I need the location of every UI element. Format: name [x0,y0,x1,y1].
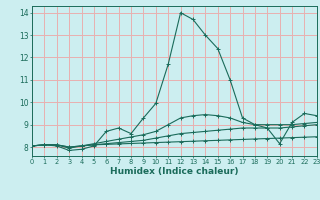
X-axis label: Humidex (Indice chaleur): Humidex (Indice chaleur) [110,167,239,176]
